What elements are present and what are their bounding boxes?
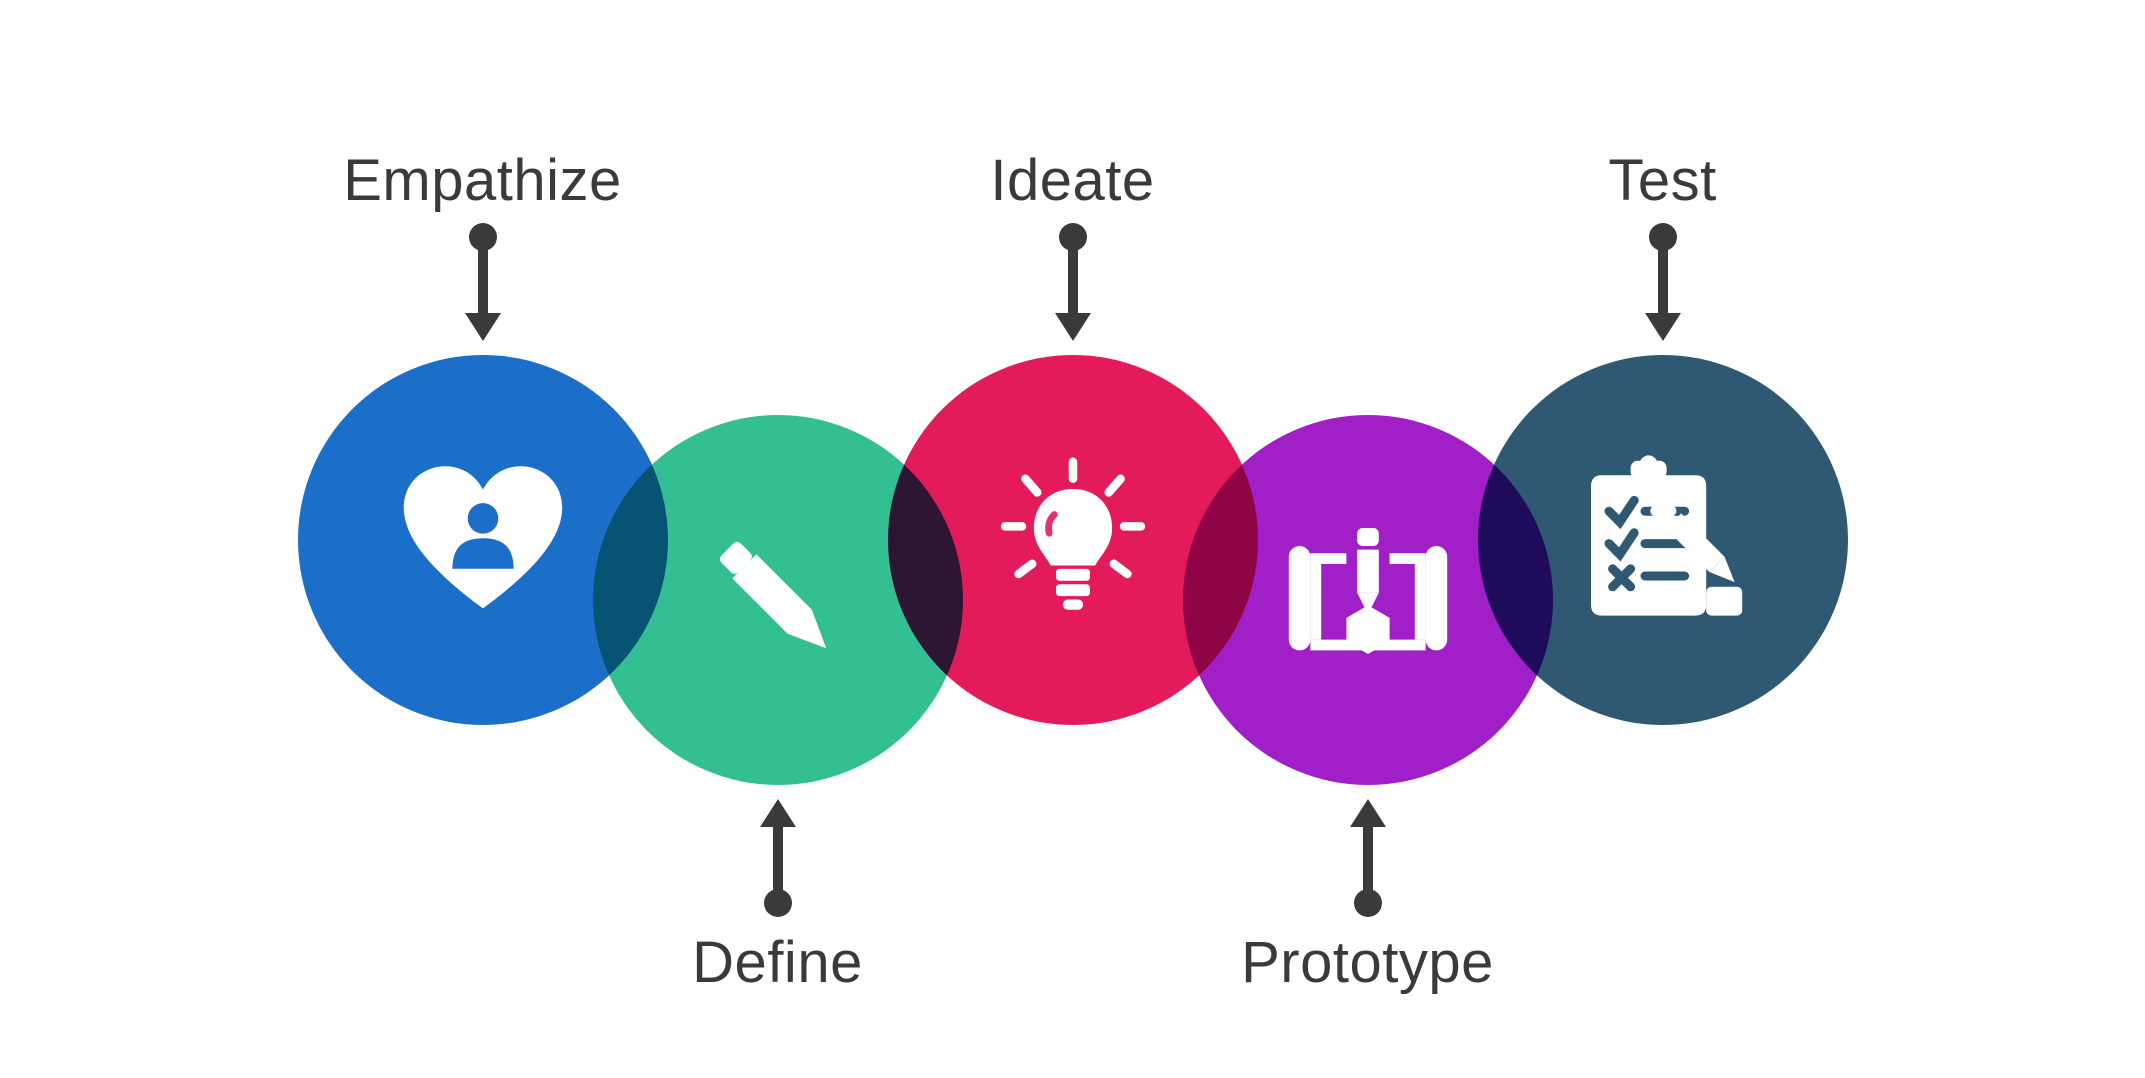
checklist-icon xyxy=(1573,450,1753,630)
arrow-top-icon xyxy=(1633,221,1693,346)
step-label-define: Define xyxy=(692,929,863,996)
heart-user-icon xyxy=(393,450,573,630)
blueprint-icon xyxy=(1278,510,1458,690)
step-label-empathize: Empathize xyxy=(343,147,622,214)
step-label-prototype: Prototype xyxy=(1241,929,1494,996)
arrow-top-icon xyxy=(453,221,513,346)
arrow-bottom-icon xyxy=(1338,799,1398,924)
arrow-top-icon xyxy=(1043,221,1103,346)
pencil-icon xyxy=(693,515,863,685)
step-label-ideate: Ideate xyxy=(990,147,1154,214)
lightbulb-icon xyxy=(988,455,1158,625)
arrow-bottom-icon xyxy=(748,799,808,924)
step-label-test: Test xyxy=(1608,147,1716,214)
design-thinking-diagram: Empathize xyxy=(0,0,2145,1078)
